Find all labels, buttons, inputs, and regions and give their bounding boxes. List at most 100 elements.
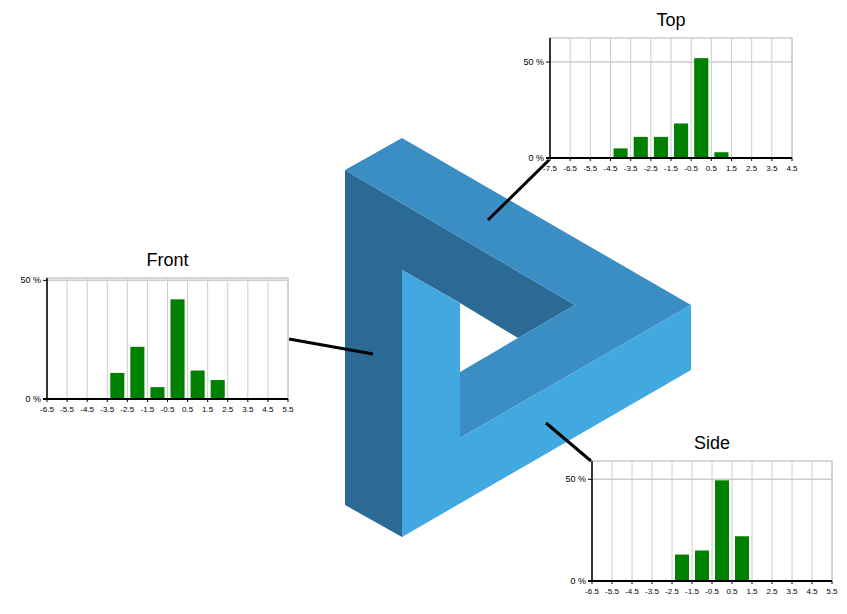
tick-label: -2.5: [665, 587, 679, 596]
grid-line: [792, 38, 793, 158]
grid-line: [630, 38, 631, 158]
x-axis: [43, 398, 288, 400]
tick-label: -6.5: [40, 405, 54, 414]
grid-line: [167, 278, 168, 399]
histogram-bar: [675, 555, 689, 581]
tick-label: -6.5: [585, 587, 599, 596]
grid-line: [592, 461, 593, 581]
histogram-bar: [654, 137, 668, 158]
stage: Top -7.5 -6.5 -5.5 -4.5 -3.5 -2.5 -1.5 -0.5 0.5 1.…: [0, 0, 847, 614]
tick-label: -3.5: [645, 587, 659, 596]
tick-label: 0.5: [726, 587, 738, 596]
tick-label: 4.5: [786, 164, 798, 173]
impossible-triangle: [345, 138, 691, 537]
grid-line: [87, 278, 88, 399]
histogram-bar: [694, 58, 708, 158]
grid-line: [47, 278, 48, 399]
plot-frame: [592, 461, 832, 581]
tick-label: 0 %: [528, 153, 544, 163]
grid-line: [187, 278, 188, 399]
tick-label: -3.5: [624, 164, 638, 173]
tick-label: 3.5: [786, 587, 798, 596]
tick-label: 3.5: [766, 164, 778, 173]
tick-label: -0.5: [161, 405, 175, 414]
tick-label: 2.5: [766, 587, 778, 596]
tick-label: 2.5: [222, 405, 234, 414]
grid-line: [550, 61, 792, 63]
x-axis: [546, 157, 792, 159]
tick-label: -1.5: [685, 587, 699, 596]
tick-label: 1.5: [746, 587, 758, 596]
tick-label: -3.5: [100, 405, 114, 414]
histogram-chart: Top-7.5-6.5-5.5-4.5-3.5-2.5-1.5-0.50.51.…: [523, 10, 798, 173]
grid-line: [107, 278, 108, 399]
chart-title: Front: [146, 250, 188, 270]
histogram-bar: [130, 347, 144, 399]
plot-frame: [47, 278, 288, 399]
grid-line: [592, 479, 832, 481]
grid-line: [691, 38, 692, 158]
grid-line: [267, 278, 268, 399]
histogram-bar: [674, 123, 688, 158]
tick-label: 5.5: [282, 405, 294, 414]
chart-title: Top: [656, 10, 685, 30]
tick-label: 3.5: [242, 405, 254, 414]
tick-label: -2.5: [644, 164, 658, 173]
tick-label: -5.5: [60, 405, 74, 414]
grid-line: [67, 278, 68, 399]
histogram-bar: [735, 536, 749, 581]
grid-line: [247, 278, 248, 399]
tick-label: 1.5: [202, 405, 214, 414]
histogram-bar: [614, 148, 628, 158]
tick-label: 50 %: [565, 474, 586, 484]
tick-label: 0.5: [182, 405, 194, 414]
histogram-bar: [110, 373, 124, 399]
histogram-bar: [171, 299, 185, 399]
leader-line: [488, 160, 549, 220]
tick-label: -5.5: [583, 164, 597, 173]
y-axis: [46, 278, 48, 399]
bars: [110, 299, 224, 399]
tick-label: 2.5: [746, 164, 758, 173]
leader-line: [289, 339, 373, 354]
tick-label: -2.5: [120, 405, 134, 414]
tick-label: 4.5: [262, 405, 274, 414]
tick-label: 50 %: [523, 57, 544, 67]
tick-label: -1.5: [141, 405, 155, 414]
leader-line: [546, 423, 591, 461]
tick-label: 1.5: [726, 164, 738, 173]
grid-line: [731, 38, 732, 158]
chart-title: Side: [694, 433, 730, 453]
tick-label: -5.5: [605, 587, 619, 596]
histogram-bar: [695, 550, 709, 581]
histogram-bar: [715, 480, 729, 581]
grid-line: [590, 38, 591, 158]
histogram-chart: Side-6.5-5.5-4.5-3.5-2.5-1.5-0.50.51.52.…: [565, 433, 838, 596]
tick-label: 4.5: [806, 587, 818, 596]
histogram-bar: [150, 387, 164, 399]
x-axis: [588, 580, 832, 582]
grid-line: [751, 38, 752, 158]
tick-label: 0 %: [25, 394, 41, 404]
grid-line: [288, 278, 289, 399]
histogram-bar: [211, 380, 225, 399]
grid-line: [570, 38, 571, 158]
grid-line: [650, 38, 651, 158]
histogram-chart: Front -6.5 -5.5 -4.5 -3.5 -2.5 -1.5 -0.5 0.5 1.5 2…: [20, 250, 294, 414]
tick-label: -4.5: [625, 587, 639, 596]
bars: [614, 58, 729, 158]
y-axis: [591, 461, 593, 581]
tick-label: -6.5: [563, 164, 577, 173]
tick-label: -0.5: [684, 164, 698, 173]
triangle-light-face: [402, 270, 691, 537]
grid-line: [147, 278, 148, 399]
grid-line: [550, 38, 551, 158]
tick-label: 0 %: [570, 576, 586, 586]
tick-label: 0.5: [706, 164, 718, 173]
grid-line: [227, 278, 228, 399]
grid-line: [127, 278, 128, 399]
histogram-bar: [191, 371, 205, 399]
tick-label: -7.5: [543, 164, 557, 173]
tick-label: -4.5: [604, 164, 618, 173]
tick-label: -4.5: [80, 405, 94, 414]
